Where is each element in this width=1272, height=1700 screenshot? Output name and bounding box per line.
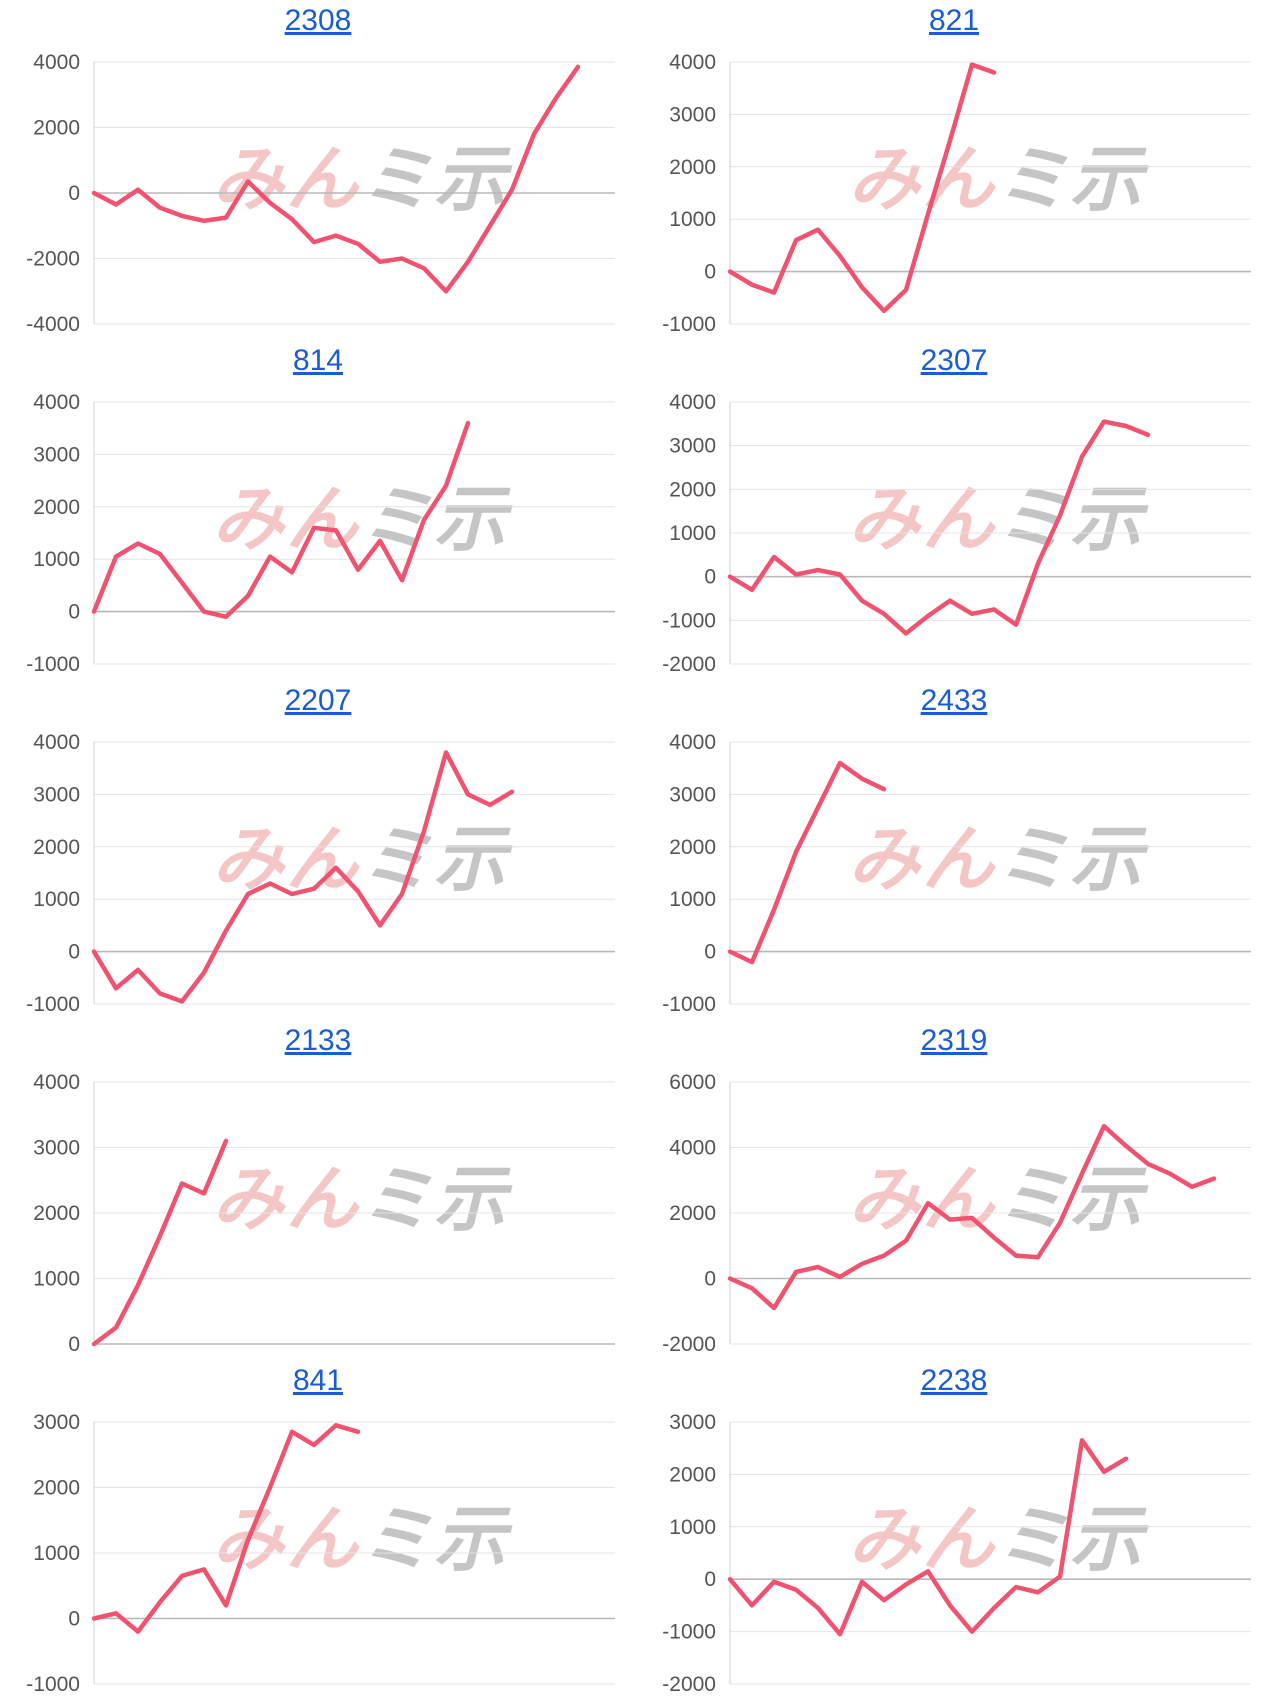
y-tick-label: 3000 xyxy=(33,1137,80,1160)
y-tick-label: 0 xyxy=(704,1268,716,1291)
series-line xyxy=(727,1438,1129,1637)
y-tick-label: 0 xyxy=(704,261,716,284)
y-tick-label: 4000 xyxy=(33,391,80,414)
chart-panel-5: 2433 みんミ示 4000 3000 2000 1000 0 -1000 xyxy=(636,680,1272,1020)
y-tick-label: 3000 xyxy=(33,783,80,806)
y-tick-label: 1000 xyxy=(33,1542,80,1565)
line-chart: 4000 3000 2000 1000 0 -1000 xyxy=(26,731,615,1016)
line-chart: 4000 2000 0 -2000 -4000 xyxy=(26,51,615,336)
y-tick-label: 3000 xyxy=(33,443,80,466)
y-tick-label: -2000 xyxy=(662,653,716,676)
y-tick-label: 1000 xyxy=(33,888,80,911)
y-tick-label: 2000 xyxy=(33,836,80,859)
y-tick-label: -2000 xyxy=(662,1673,716,1696)
line-chart: 4000 3000 2000 1000 0 -1000 xyxy=(662,731,1251,1016)
line-chart: 6000 4000 2000 0 -2000 xyxy=(662,1071,1251,1356)
line-chart: 4000 3000 2000 1000 0 xyxy=(33,1071,615,1356)
series-line xyxy=(727,419,1151,636)
y-tick-label: 3000 xyxy=(669,783,716,806)
chart-title-link[interactable]: 814 xyxy=(292,344,344,377)
y-tick-label: -2000 xyxy=(26,248,80,271)
chart-title-link[interactable]: 2308 xyxy=(284,4,352,37)
chart-panel-8: 841 みんミ示 3000 2000 1000 0 -1000 xyxy=(0,1360,636,1700)
y-tick-label: 6000 xyxy=(669,1071,716,1094)
chart-panel-4: 2207 みんミ示 4000 3000 2000 1000 0 -1000 xyxy=(0,680,636,1020)
y-tick-label: 1000 xyxy=(669,888,716,911)
chart-title-link[interactable]: 2133 xyxy=(284,1024,352,1057)
y-tick-label: 0 xyxy=(704,941,716,964)
y-tick-label: 3000 xyxy=(669,103,716,126)
series-line xyxy=(727,760,887,965)
chart-panel-6: 2133 みんミ示 4000 3000 2000 1000 0 xyxy=(0,1020,636,1360)
series-line xyxy=(91,750,515,1004)
y-tick-label: 0 xyxy=(68,1333,80,1356)
y-tick-label: 2000 xyxy=(33,496,80,519)
y-tick-label: -1000 xyxy=(662,993,716,1016)
y-tick-label: 2000 xyxy=(669,1463,716,1486)
y-tick-label: 3000 xyxy=(669,435,716,458)
chart-panel-2: 814 みんミ示 4000 3000 2000 1000 0 -1000 xyxy=(0,340,636,680)
y-tick-label: -1000 xyxy=(26,1673,80,1696)
line-chart: 3000 2000 1000 0 -1000 xyxy=(26,1411,615,1696)
y-tick-label: 3000 xyxy=(669,1411,716,1434)
y-tick-label: 2000 xyxy=(33,1202,80,1225)
chart-panel-9: 2238 みんミ示 3000 2000 1000 0 -1000 -2000 xyxy=(636,1360,1272,1700)
y-tick-label: -1000 xyxy=(662,313,716,336)
y-tick-label: 0 xyxy=(68,1608,80,1631)
y-tick-label: 1000 xyxy=(33,548,80,571)
y-tick-label: 1000 xyxy=(33,1268,80,1291)
y-tick-label: 0 xyxy=(704,1568,716,1591)
y-tick-label: 2000 xyxy=(669,1202,716,1225)
series-line xyxy=(91,1423,361,1634)
line-chart: 4000 3000 2000 1000 0 -1000 xyxy=(662,51,1251,336)
chart-title-link[interactable]: 841 xyxy=(292,1364,344,1397)
series-line xyxy=(91,1138,229,1347)
y-tick-label: 4000 xyxy=(669,1137,716,1160)
y-tick-label: 0 xyxy=(68,601,80,624)
chart-panel-1: 821 みんミ示 4000 3000 2000 1000 0 -1000 xyxy=(636,0,1272,340)
series-line xyxy=(91,420,471,620)
y-tick-label: 2000 xyxy=(33,1477,80,1500)
y-tick-label: 0 xyxy=(68,941,80,964)
y-tick-label: 4000 xyxy=(33,1071,80,1094)
y-tick-label: 2000 xyxy=(669,156,716,179)
y-tick-label: -1000 xyxy=(26,653,80,676)
y-tick-label: 1000 xyxy=(669,522,716,545)
y-tick-label: 4000 xyxy=(33,51,80,74)
y-tick-label: 4000 xyxy=(669,731,716,754)
line-chart: 4000 3000 2000 1000 0 -1000 -2000 xyxy=(662,391,1251,676)
y-tick-label: 4000 xyxy=(669,51,716,74)
chart-title-link[interactable]: 2319 xyxy=(920,1024,988,1057)
chart-title-link[interactable]: 2207 xyxy=(284,684,352,717)
y-tick-label: -1000 xyxy=(26,993,80,1016)
line-chart: 4000 3000 2000 1000 0 -1000 xyxy=(26,391,615,676)
y-tick-label: 2000 xyxy=(669,478,716,501)
y-tick-label: 2000 xyxy=(33,117,80,140)
line-chart: 3000 2000 1000 0 -1000 -2000 xyxy=(662,1411,1251,1696)
chart-title-link[interactable]: 2433 xyxy=(920,684,988,717)
chart-title-link[interactable]: 2307 xyxy=(920,344,988,377)
chart-panel-0: 2308 みんミ示 4000 2000 0 -2000 -4000 xyxy=(0,0,636,340)
y-tick-label: 0 xyxy=(68,182,80,205)
y-tick-label: -1000 xyxy=(662,1621,716,1644)
y-tick-label: 2000 xyxy=(669,836,716,859)
y-tick-label: -4000 xyxy=(26,313,80,336)
y-tick-label: 3000 xyxy=(33,1411,80,1434)
series-line xyxy=(91,64,581,294)
y-tick-label: 4000 xyxy=(33,731,80,754)
y-tick-label: 4000 xyxy=(669,391,716,414)
series-line xyxy=(727,62,997,314)
series-line xyxy=(727,1123,1217,1311)
y-tick-label: 0 xyxy=(704,566,716,589)
y-tick-label: -1000 xyxy=(662,609,716,632)
chart-panel-7: 2319 みんミ示 6000 4000 2000 0 -2000 xyxy=(636,1020,1272,1360)
y-tick-label: 1000 xyxy=(669,208,716,231)
y-tick-label: 1000 xyxy=(669,1516,716,1539)
chart-title-link[interactable]: 2238 xyxy=(920,1364,988,1397)
y-tick-label: -2000 xyxy=(662,1333,716,1356)
chart-panel-3: 2307 みんミ示 4000 3000 2000 1000 0 -1000 -2000 xyxy=(636,340,1272,680)
chart-title-link[interactable]: 821 xyxy=(928,4,980,37)
